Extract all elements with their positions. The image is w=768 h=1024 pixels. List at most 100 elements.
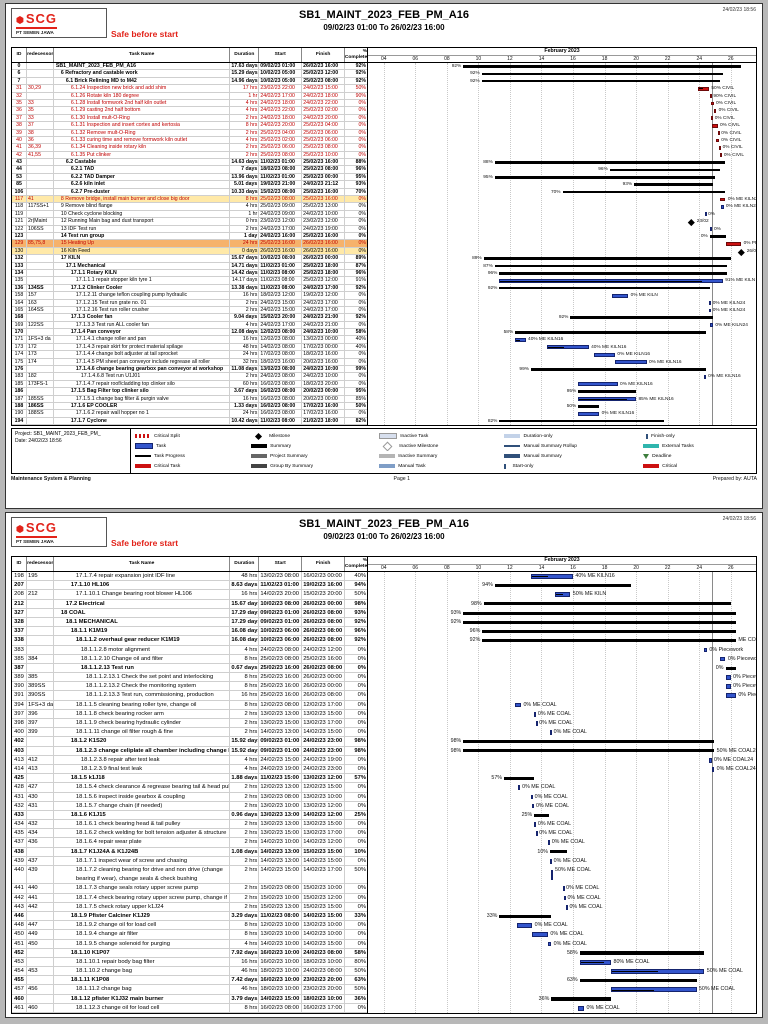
- task-predecessors-cell: 427: [27, 783, 54, 792]
- gantt-bar-summary: [499, 914, 552, 918]
- gantt-bar-task: [594, 352, 616, 357]
- task-duration-cell: 46 hrs: [230, 967, 260, 976]
- task-predecessors-cell: [27, 581, 54, 590]
- task-id-cell: 327: [12, 608, 27, 617]
- task-name-cell: 12 Running Main bag and dust transport: [54, 218, 231, 225]
- task-finish-cell: 25/02/23 16:00: [302, 159, 346, 166]
- gantt-bar-task: [551, 870, 554, 880]
- task-duration-cell: 15.67 days: [231, 255, 260, 262]
- task-duration-cell: 2 hrs: [230, 820, 260, 829]
- task-duration-cell: 17.29 days: [231, 617, 260, 627]
- column-header: Duration: [230, 48, 260, 62]
- task-duration-cell: 16.08 days: [231, 636, 260, 645]
- task-complete-cell: 63%: [354, 977, 366, 984]
- gantt-bar-task: [710, 323, 714, 328]
- gantt-row: 98%: [368, 600, 756, 609]
- task-row: 212 17.2 Electrical 15.67 days 10/02/23 08:…: [12, 599, 367, 609]
- task-finish-cell: 20/02/23 16:00: [302, 358, 346, 366]
- task-complete-cell: 98%: [354, 600, 366, 607]
- bar-resource-label: 0% ME COAL24: [716, 765, 756, 772]
- task-start-cell: 12/02/23 08:00: [259, 329, 303, 336]
- task-name-cell: 17.1.1.1 repair stopper kiln tyre 1: [54, 277, 231, 284]
- task-row: 42 41,55 6.1.35 Put clinker 2 hrs 25/02/23 0…: [12, 151, 367, 160]
- task-id-cell: 117: [12, 196, 27, 203]
- gantt-bar-task: [518, 785, 521, 791]
- task-finish-cell: 14/02/23 15:00: [302, 856, 346, 865]
- bar-resource-label: 0% ME COAL: [553, 940, 587, 947]
- bar-resource-label: 0%: [708, 211, 715, 217]
- task-name-cell: 18.1.2.3 change celiplate all chamber in…: [54, 746, 231, 755]
- task-predecessors-cell: [27, 608, 54, 617]
- gantt-row: 0% CIVIL: [368, 137, 756, 144]
- task-complete-cell: 0%: [357, 821, 367, 828]
- status-date-line: [711, 572, 713, 1014]
- task-id-cell: 402: [12, 737, 27, 746]
- timescale-day-tick: 06: [412, 55, 419, 62]
- task-duration-cell: 11.08 days: [231, 366, 260, 373]
- task-id-cell: 413: [12, 755, 27, 764]
- task-duration-cell: 4 hrs: [230, 136, 260, 144]
- milestone-date-label: 26/02: [746, 248, 756, 254]
- gantt-gridline: [667, 63, 669, 426]
- task-name-cell: 18.1.1.5 cleaning bearing roller tyre, c…: [54, 700, 231, 709]
- task-id-cell: 451: [12, 939, 27, 948]
- task-start-cell: 13/02/23 08:00: [259, 792, 303, 801]
- timescale-day-tick: 12: [507, 564, 513, 571]
- task-row: 327 18 COAL 17.29 days 09/02/23 01:00 26/02/…: [12, 608, 367, 618]
- task-finish-cell: 13/02/23 00:00: [302, 336, 346, 343]
- task-id-cell: 398: [12, 719, 27, 728]
- task-finish-cell: 18/02/23 10:00: [302, 957, 346, 967]
- task-complete-cell: 58%: [354, 949, 366, 956]
- task-row: 85 6.2.6 kiln inlet 5.01 days 19/02/23 21:0…: [12, 181, 367, 189]
- bar-resource-label: 0% ME COAL: [569, 903, 603, 910]
- task-row: 440 439 18.1.7.2 cleaning bearing for driv…: [12, 866, 367, 885]
- task-predecessors-cell: [27, 247, 54, 255]
- gantt-row: 40% ME KILN16: [368, 572, 756, 581]
- gantt-bar-summary: [494, 161, 726, 164]
- task-start-cell: 25/02/23 16:00: [259, 682, 303, 691]
- gantt-row: 92%: [368, 285, 756, 292]
- gantt-row: 90% CIVIL: [368, 93, 756, 100]
- task-id-cell: 37: [12, 114, 27, 122]
- task-start-cell: 11/02/23 08:00: [259, 277, 303, 284]
- gantt-row: 0% ME KILN16: [368, 381, 756, 388]
- task-complete-cell: 80%: [354, 958, 367, 965]
- gantt-row: 50% ME KILN: [368, 590, 756, 599]
- task-predecessors-cell: 173FS-1: [27, 380, 54, 388]
- gantt-row: 87%: [368, 263, 756, 270]
- task-name-cell: 18.1.5 k1J18: [54, 774, 231, 783]
- gantt-bar-task: [705, 212, 708, 217]
- task-row: 135 17.1.1.1 repair stopper kiln tyre 1 14…: [12, 277, 367, 285]
- task-finish-cell: 25/02/23 04:00: [302, 122, 346, 129]
- legend-item-label: Finish-only: [651, 433, 675, 439]
- task-name-cell: 17.1.5 Bag Filter top clinker silo: [54, 388, 231, 395]
- task-duration-cell: 15.67 days: [231, 599, 260, 608]
- task-duration-cell: 8 hrs: [230, 122, 260, 129]
- task-id-cell: 123: [12, 232, 27, 240]
- gantt-bar-critical: [712, 123, 718, 128]
- task-duration-cell: 7.92 days: [231, 948, 260, 957]
- task-finish-cell: 24/02/23 23:00: [302, 764, 346, 774]
- task-duration-cell: 2 hrs: [230, 783, 260, 792]
- task-predecessors-cell: [27, 746, 54, 755]
- task-start-cell: 14/02/23 15:00: [259, 866, 303, 884]
- task-finish-cell: 24/02/23 23:00: [302, 746, 346, 755]
- task-name-cell: 17.1.4.4 change bolt adjuster at tail sp…: [54, 351, 231, 358]
- inactive-summary-swatch-icon: [379, 454, 396, 459]
- task-finish-cell: 24/02/23 10:00: [302, 373, 346, 380]
- task-predecessors-cell: 442: [27, 902, 54, 911]
- gantt-row: 25%: [368, 811, 756, 820]
- task-predecessors-cell: 185SS: [27, 395, 54, 402]
- legend-item-label: Summary: [270, 443, 292, 449]
- task-complete-cell: 0%: [358, 144, 367, 151]
- task-complete-cell: 0%: [357, 922, 367, 929]
- gantt-row: 0% ME KILN24: [368, 300, 756, 307]
- task-finish-cell: 24/02/23 10:00: [302, 329, 346, 336]
- task-duration-cell: 2 hrs: [230, 373, 260, 380]
- legend-project-info: Project: SB1_MAINT_2023_FEB_PM_ Date: 24…: [12, 429, 131, 474]
- task-complete-cell: 40%: [355, 336, 367, 343]
- task-finish-cell: 13/02/23 12:00: [302, 801, 346, 810]
- task-predecessors-cell: [27, 976, 54, 985]
- task-row: 176 17.1.4.6 change bearing gearbox pan c…: [12, 366, 367, 374]
- task-finish-cell: 24/02/23 10:00: [302, 210, 346, 218]
